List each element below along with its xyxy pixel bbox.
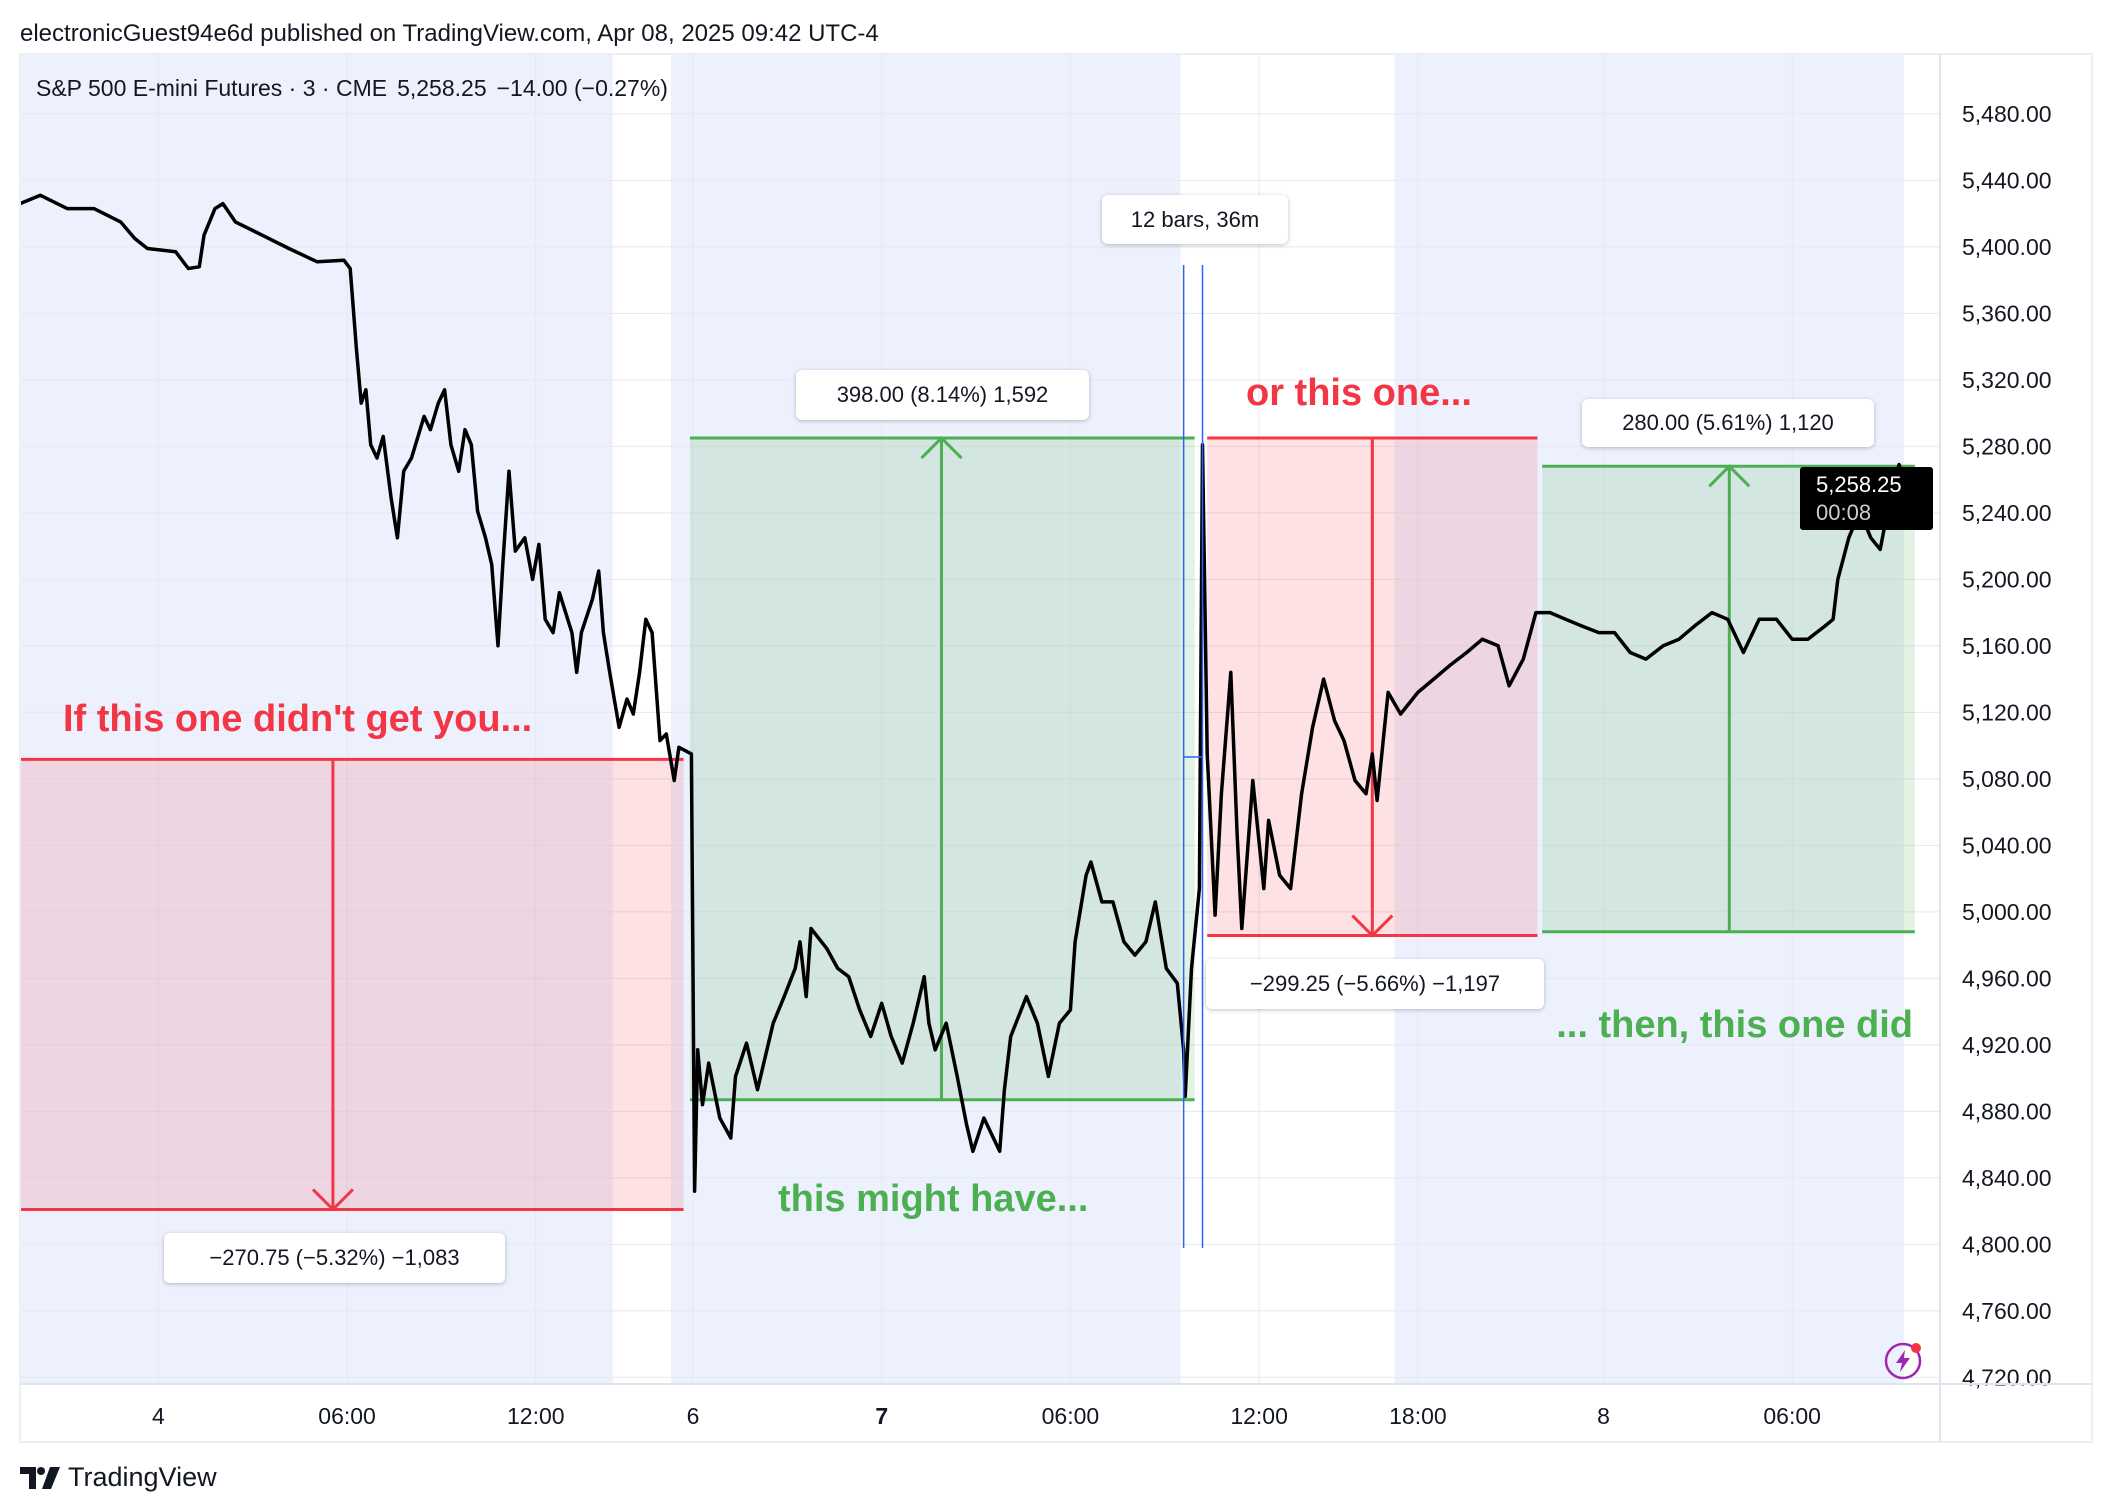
last-price: 5,258.25: [397, 75, 487, 101]
arrow-head-icon: [920, 435, 963, 460]
y-tick-label: 4,800.00: [1962, 1231, 2052, 1257]
x-tick-label: 4: [152, 1403, 165, 1429]
y-tick-label: 5,440.00: [1962, 167, 2052, 193]
symbol-name: S&P 500 E-mini Futures · 3 · CME: [36, 75, 388, 101]
y-tick-label: 5,160.00: [1962, 633, 2052, 659]
y-tick-label: 5,280.00: [1962, 433, 2052, 459]
symbol-legend[interactable]: S&P 500 E-mini Futures · 3 · CME 5,258.25…: [36, 75, 678, 102]
chart-frame: [19, 53, 2093, 1443]
y-tick-label: 5,400.00: [1962, 234, 2052, 260]
price-range-drop-2: [1207, 436, 1538, 938]
price-line: [19, 193, 1906, 1193]
y-tick-label: 5,480.00: [1962, 101, 2052, 127]
measure-label-drop-2: −299.25 (−5.66%) −1,197: [1206, 959, 1544, 1009]
publish-info: electronicGuest94e6d published on Tradin…: [20, 20, 879, 47]
y-tick-label: 5,120.00: [1962, 699, 2052, 725]
tradingview-logo[interactable]: TradingView: [20, 1462, 217, 1493]
y-tick-label: 5,360.00: [1962, 300, 2052, 326]
y-tick-label: 4,920.00: [1962, 1032, 2052, 1058]
price-change: −14.00 (−0.27%): [496, 75, 668, 101]
annotation-first-drop[interactable]: If this one didn't get you...: [63, 698, 533, 740]
y-tick-label: 4,760.00: [1962, 1298, 2052, 1324]
x-tick-label: 06:00: [1763, 1403, 1821, 1429]
x-tick-label: 06:00: [1042, 1403, 1100, 1429]
price-range-box: [20, 759, 684, 1210]
tradingview-logo-icon: [20, 1466, 60, 1489]
session-background: [671, 54, 1181, 1384]
y-tick-label: 4,880.00: [1962, 1098, 2052, 1124]
x-tick-label: 12:00: [507, 1403, 565, 1429]
y-tick-label: 4,720.00: [1962, 1364, 2052, 1390]
y-tick-label: 5,040.00: [1962, 832, 2052, 858]
y-tick-label: 5,080.00: [1962, 766, 2052, 792]
y-tick-label: 5,200.00: [1962, 566, 2052, 592]
annotation-rally[interactable]: this might have...: [778, 1178, 1089, 1220]
price-range-drop-1: [20, 757, 684, 1212]
session-background: [1394, 54, 1904, 1384]
arrow-head-icon: [1708, 464, 1751, 488]
price-range-rally-1: [689, 435, 1195, 1102]
x-tick-label: 7: [875, 1403, 888, 1429]
annotation-second-rally[interactable]: ... then, this one did: [1556, 1004, 1913, 1046]
last-price-badge: 5,258.25 00:08: [1800, 467, 1933, 530]
x-tick-label: 6: [687, 1403, 700, 1429]
measure-label-rally-2: 280.00 (5.61%) 1,120: [1582, 399, 1874, 447]
measure-label-drop-1: −270.75 (−5.32%) −1,083: [164, 1233, 505, 1283]
annotation-second-drop[interactable]: or this one...: [1246, 372, 1472, 414]
lightning-icon[interactable]: [1883, 1340, 1923, 1380]
badge-price: 5,258.25: [1816, 472, 1902, 497]
brand-name: TradingView: [68, 1462, 217, 1492]
y-tick-label: 5,240.00: [1962, 500, 2052, 526]
x-tick-label: 8: [1597, 1403, 1610, 1429]
session-background: [20, 54, 613, 1384]
y-tick-label: 5,000.00: [1962, 899, 2052, 925]
price-range-rally-2: [1542, 464, 1915, 934]
y-tick-label: 4,840.00: [1962, 1165, 2052, 1191]
arrow-head-icon: [1351, 914, 1394, 938]
date-range-label: 12 bars, 36m: [1102, 195, 1288, 244]
x-tick-label: 12:00: [1230, 1403, 1288, 1429]
x-tick-label: 06:00: [318, 1403, 376, 1429]
measure-label-rally-1: 398.00 (8.14%) 1,592: [796, 370, 1089, 420]
y-tick-label: 5,320.00: [1962, 367, 2052, 393]
x-tick-label: 18:00: [1389, 1403, 1447, 1429]
arrow-head-icon: [311, 1188, 354, 1212]
bar-countdown: 00:08: [1816, 500, 1872, 525]
y-tick-label: 4,960.00: [1962, 965, 2052, 991]
